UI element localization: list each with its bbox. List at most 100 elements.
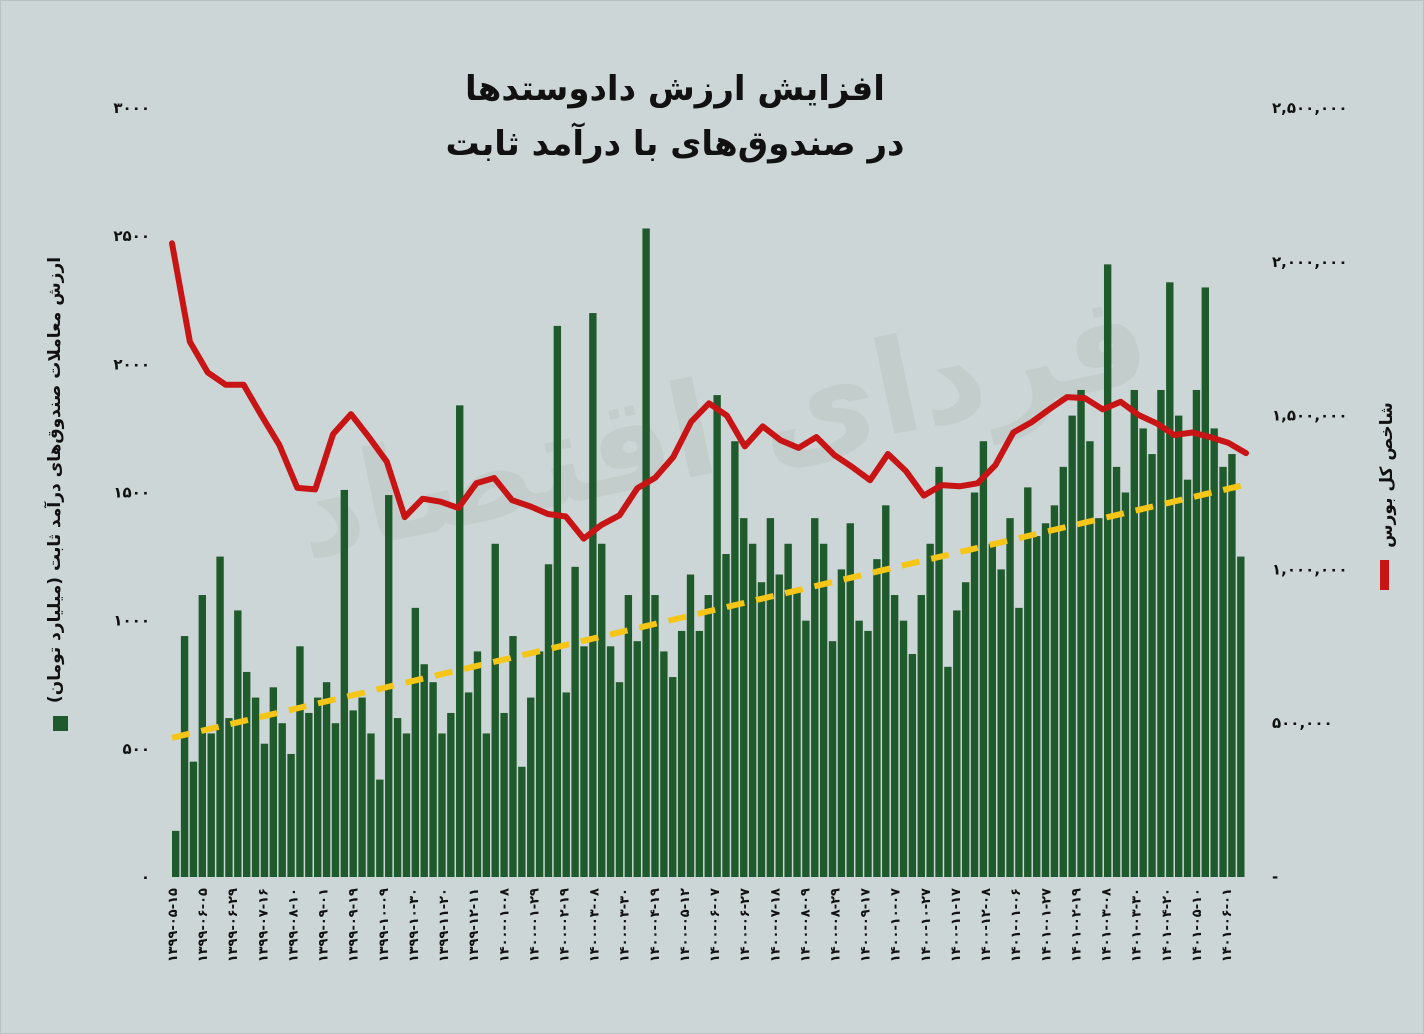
bar xyxy=(482,733,491,877)
bar xyxy=(1192,389,1201,877)
bar xyxy=(296,646,304,877)
bar xyxy=(953,610,961,877)
bar xyxy=(251,697,260,877)
x-axis-tick-label: ۱۳۹۹-۰۹-۰۱ xyxy=(317,888,332,962)
bar xyxy=(1174,415,1183,877)
bar xyxy=(544,564,553,877)
bar xyxy=(447,712,455,877)
bar xyxy=(908,653,917,877)
bar xyxy=(793,589,801,877)
x-axis-tick-label: ۱۴۰۰-۰۵-۱۲ xyxy=(678,888,693,962)
x-axis-tick-label: ۱۴۰۱-۰۱-۰۶ xyxy=(1009,888,1024,962)
bar xyxy=(1015,607,1023,877)
bar xyxy=(828,641,837,877)
legend-swatch-bars xyxy=(53,716,68,731)
bar xyxy=(1166,282,1174,878)
chart-title-line-1: افزایش ارزش دادوستدها xyxy=(465,69,885,109)
bar xyxy=(1139,428,1147,877)
bar xyxy=(846,523,854,877)
bar xyxy=(633,641,641,877)
x-axis-tick-label: ۱۴۰۰-۱۲-۰۸ xyxy=(979,888,994,962)
left-axis-tick-label: ۱۵۰۰ xyxy=(113,484,150,502)
x-axis-tick-label: ۱۴۰۱-۰۳-۰۸ xyxy=(1100,888,1115,962)
right-axis-tick-label: ۲,۰۰۰,۰۰۰ xyxy=(1272,253,1347,271)
x-axis-tick-label: ۱۴۰۱-۰۴-۲۰ xyxy=(1160,888,1175,962)
bar xyxy=(997,569,1005,877)
chart-title-line-2: در صندوق‌های با درآمد ثابت xyxy=(446,122,905,164)
bar xyxy=(305,712,313,877)
bar xyxy=(766,518,775,877)
bar xyxy=(260,743,269,877)
x-axis-tick-label: ۱۴۰۰-۱۰-۲۷ xyxy=(919,888,934,962)
bar xyxy=(660,651,668,877)
bar xyxy=(713,395,721,877)
bar xyxy=(500,712,508,877)
bar xyxy=(837,569,846,877)
left-axis-tick-label: ۲۵۰۰ xyxy=(113,227,150,245)
x-axis-tick-label: ۱۳۹۹-۱۰-۰۹ xyxy=(377,888,392,962)
x-axis-tick-label: ۱۴۰۰-۰۷-۱۸ xyxy=(768,888,783,962)
bar xyxy=(624,595,633,877)
bar xyxy=(917,595,925,877)
left-axis-tick-label: ۰ xyxy=(141,868,150,886)
x-axis-tick-label: ۱۳۹۹-۰۶-۰۵ xyxy=(196,888,211,962)
x-axis-tick-label: ۱۳۹۹-۰۶-۲۹ xyxy=(226,888,241,962)
bar xyxy=(314,697,322,877)
bar xyxy=(1103,264,1112,877)
bar xyxy=(1228,454,1236,877)
x-axis-tick-label: ۱۴۰۰-۰۸-۰۹ xyxy=(798,888,813,962)
left-axis-title: ارزش معاملات صندوق‌های درآمد ثابت (میلیا… xyxy=(43,257,65,703)
bar xyxy=(944,666,952,877)
bar xyxy=(571,566,579,877)
x-axis-tick-label: ۱۴۰۰-۰۲-۱۹ xyxy=(557,888,572,962)
left-axis-tick-label: ۱۰۰۰ xyxy=(113,612,150,630)
x-axis-tick-label: ۱۴۰۰-۰۱-۲۹ xyxy=(527,888,542,962)
x-axis-tick-label: ۱۴۰۱-۰۳-۳۰ xyxy=(1130,888,1145,962)
bar xyxy=(189,761,198,877)
index-line xyxy=(169,240,1249,542)
bar xyxy=(819,543,828,877)
bar xyxy=(1006,518,1014,877)
x-axis-tick-label: ۱۳۹۹-۰۸-۱۰ xyxy=(286,888,301,962)
bar xyxy=(225,718,233,877)
bar xyxy=(970,492,979,877)
x-axis-tick-label: ۱۴۰۰-۰۳-۳۰ xyxy=(618,888,633,962)
bar xyxy=(873,559,881,877)
x-axis-tick-label: ۱۴۰۰-۰۴-۱۹ xyxy=(648,888,663,962)
bar xyxy=(757,582,766,877)
bar xyxy=(1068,415,1076,877)
bar xyxy=(855,620,863,877)
bar xyxy=(491,543,499,877)
bar xyxy=(935,466,943,877)
bar xyxy=(322,682,331,877)
bar xyxy=(1237,556,1245,877)
bar xyxy=(669,677,677,877)
bar xyxy=(1157,389,1165,877)
x-axis-tick-label: ۱۴۰۰-۰۳-۰۸ xyxy=(588,888,603,962)
bar xyxy=(1086,441,1094,877)
bar xyxy=(686,574,695,877)
bar xyxy=(243,671,251,877)
bar xyxy=(1095,518,1103,877)
bar xyxy=(695,630,704,877)
bar xyxy=(464,692,473,877)
x-axis-tick-label: ۱۴۰۰-۰۸-۲۹ xyxy=(829,888,844,962)
bar xyxy=(207,733,215,877)
bar xyxy=(527,697,535,877)
bar xyxy=(358,697,366,877)
bar xyxy=(589,313,597,878)
bar xyxy=(456,405,464,877)
bar xyxy=(1183,479,1192,877)
bar xyxy=(393,718,402,877)
bar xyxy=(172,830,180,877)
x-axis-tick-label: ۱۳۹۹-۰۵-۱۵ xyxy=(166,888,181,962)
bar xyxy=(420,664,428,877)
left-axis-tick-label: ۳۰۰۰ xyxy=(113,99,150,117)
bar xyxy=(278,723,286,877)
x-axis-tick-label: ۱۴۰۱-۰۶-۰۱ xyxy=(1220,888,1235,962)
bar xyxy=(1077,389,1085,877)
x-axis-tick-label: ۱۴۰۰-۰۶-۲۷ xyxy=(738,888,753,962)
right-axis-tick-label: ۱,۰۰۰,۰۰۰ xyxy=(1272,560,1347,578)
bar xyxy=(553,325,562,878)
